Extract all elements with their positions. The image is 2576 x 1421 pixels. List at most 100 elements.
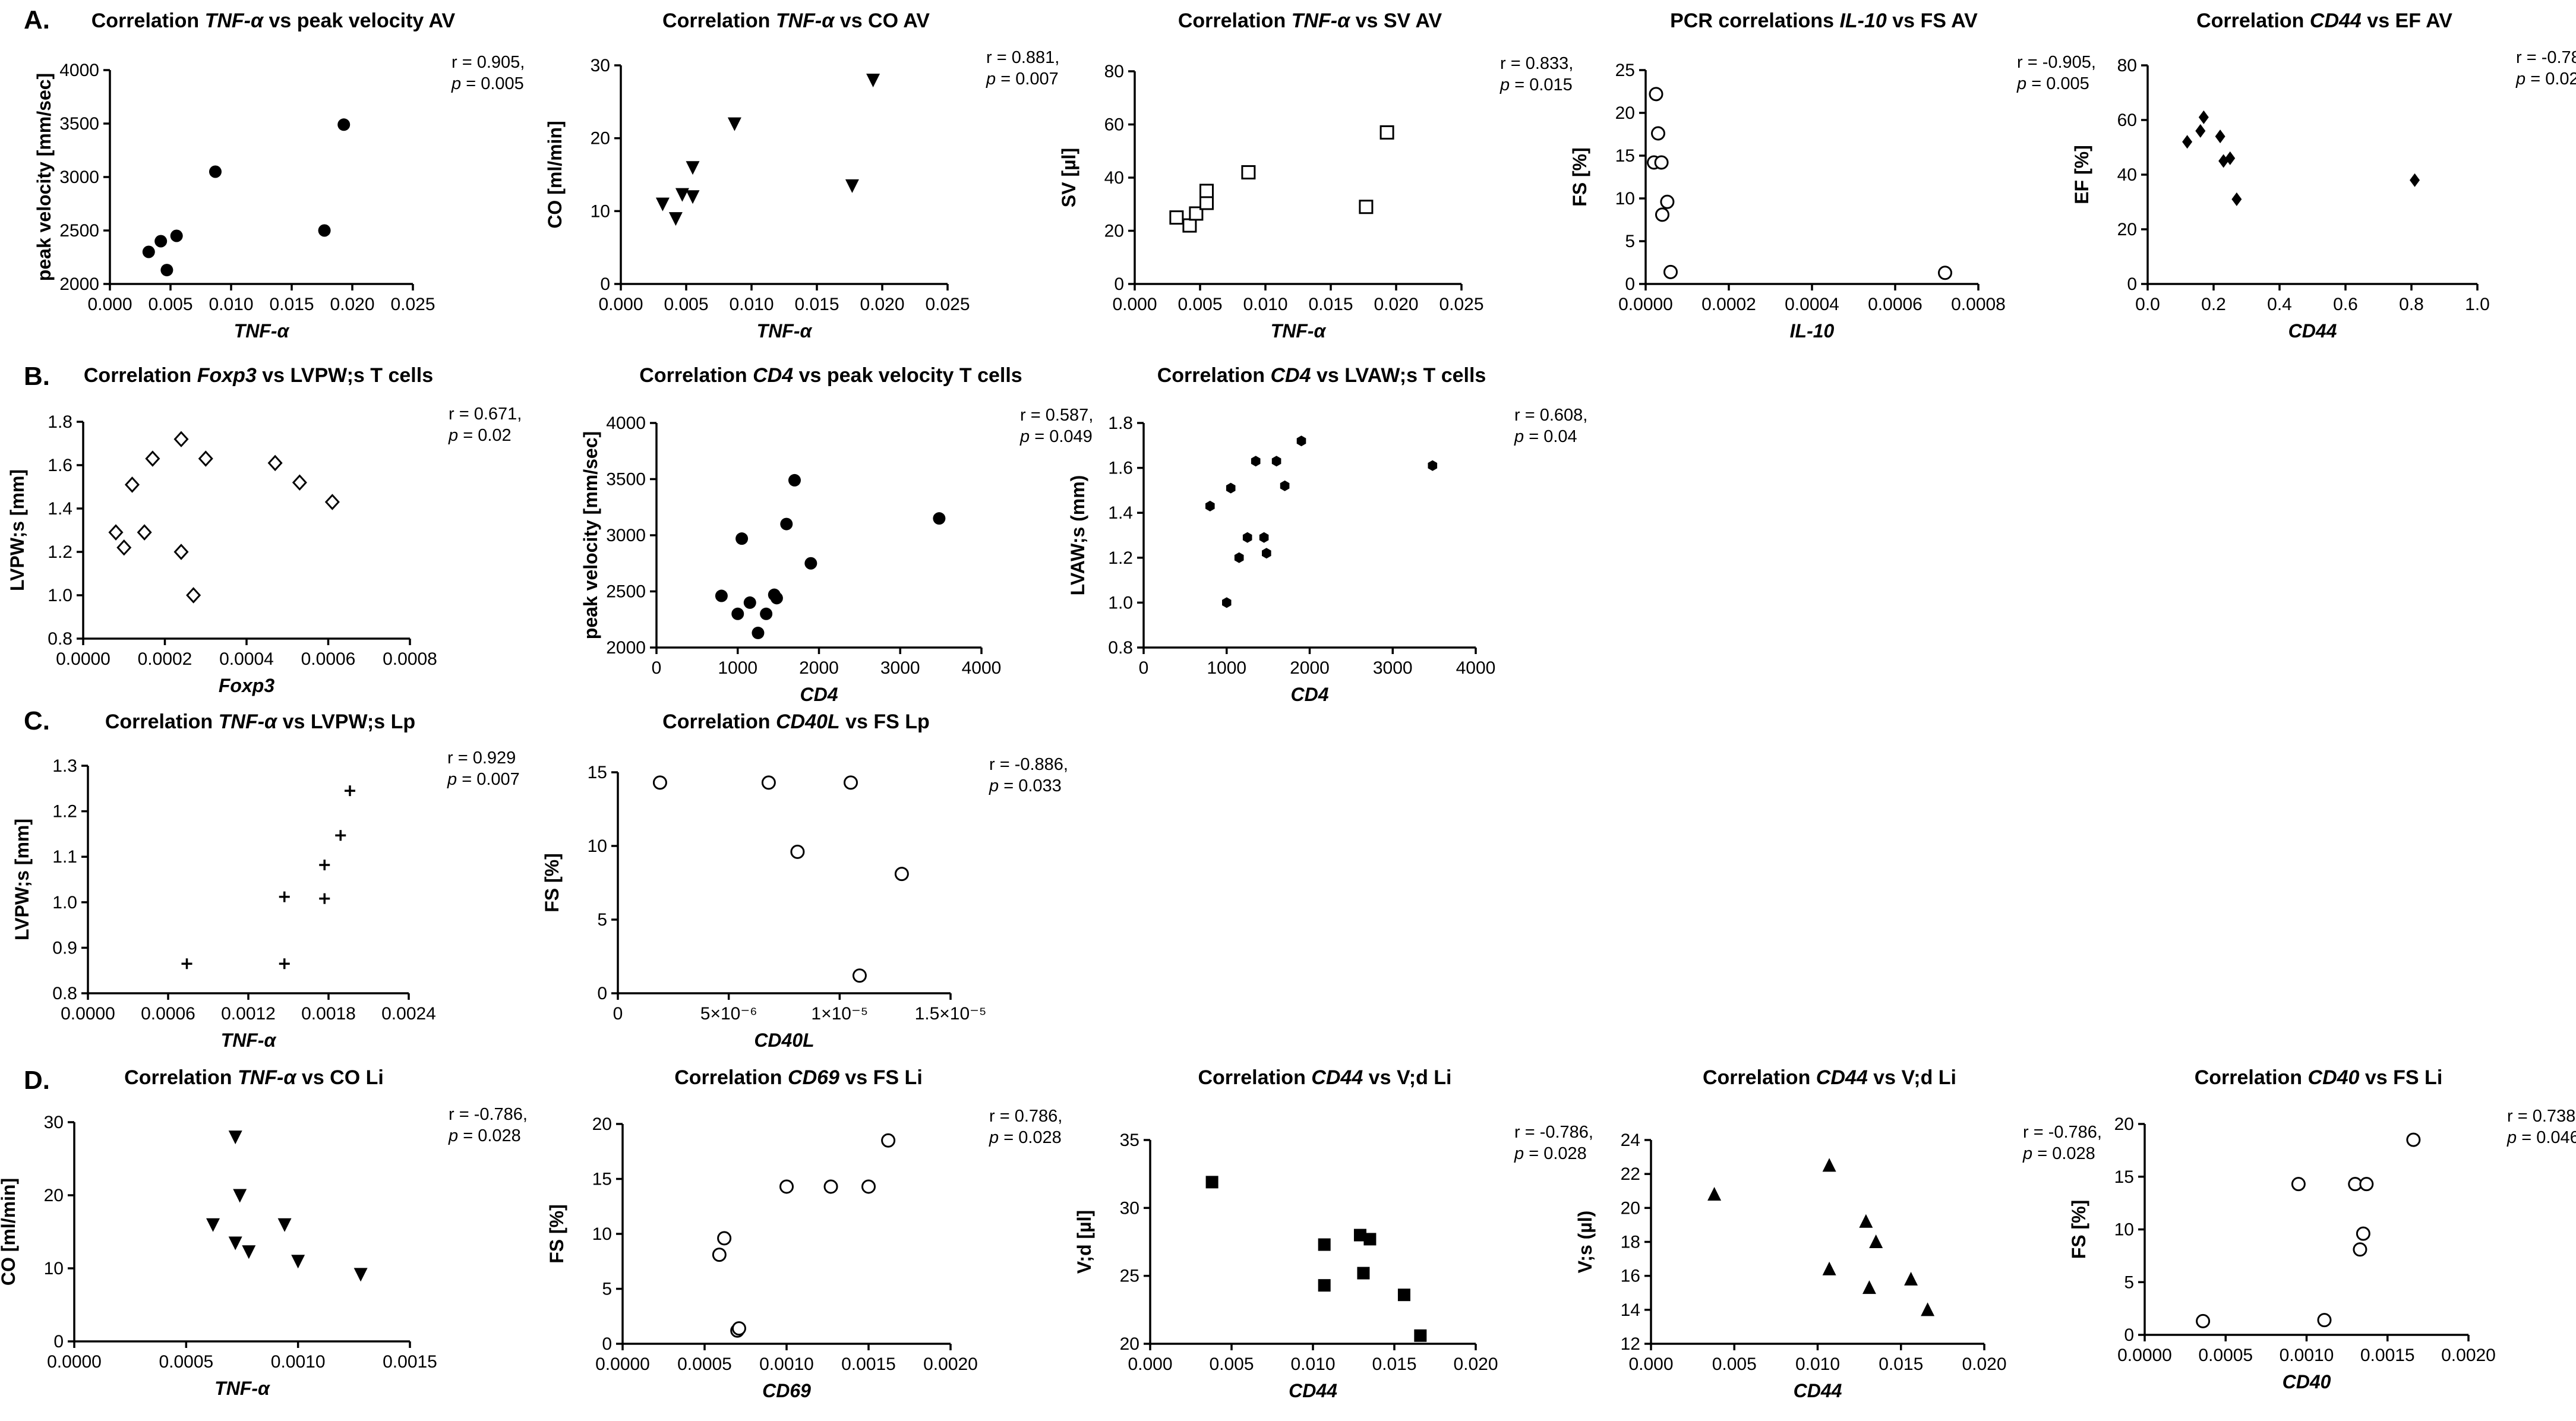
data-point: [1655, 207, 1669, 222]
y-tick-label: 40: [2117, 165, 2137, 185]
data-point: [170, 229, 183, 242]
chart-title-suffix: vs V;d Li: [1868, 1066, 1956, 1089]
y-axis-label: FS [%]: [541, 853, 563, 912]
chart-title-gene: TNF-α: [205, 10, 264, 32]
data-point: [2356, 1226, 2370, 1241]
y-tick-label: 15: [2114, 1167, 2134, 1187]
data-point: [1169, 210, 1184, 225]
data-point: [1318, 1279, 1331, 1292]
chart-title-prefix: Correlation: [674, 1066, 788, 1089]
y-tick-label: 0: [2124, 1325, 2134, 1345]
chart-title-suffix: vs FS Li: [839, 1066, 923, 1089]
data-point: [137, 524, 152, 541]
y-tick-label: 1.3: [52, 756, 77, 776]
x-tick-label: 0.0012: [221, 1004, 276, 1024]
stat-r-value: r = 0.671,: [449, 405, 522, 424]
chart-title-suffix: vs CO AV: [834, 10, 930, 32]
y-tick-label: 20: [2114, 1114, 2134, 1134]
y-tick-label: 10: [591, 201, 610, 221]
stat-p-symbol: p: [451, 74, 461, 93]
data-point: [1862, 1280, 1876, 1294]
chart-title-suffix: vs V;d Li: [1363, 1066, 1451, 1089]
data-point: [337, 118, 351, 131]
x-tick-label: 0.0004: [219, 649, 274, 669]
data-point: [1234, 552, 1244, 563]
data-point: [2215, 130, 2225, 144]
chart-d1: Correlation TNF-α vs CO Li 0 10 20 30 0.0000 0…: [0, 1066, 528, 1399]
chart-title-gene: CD44: [2310, 10, 2362, 32]
stat-p-number: = 0.005: [2026, 74, 2089, 93]
y-tick-label: 5: [1625, 232, 1635, 251]
x-tick-label: 0.005: [148, 295, 192, 314]
data-point: [319, 859, 330, 870]
stat-p-number: = 0.049: [1030, 427, 1093, 446]
stat-p-number: = 0.007: [457, 770, 520, 789]
x-tick-label: 5×10⁻⁶: [700, 1004, 757, 1024]
stat-p-value: p = 0.028: [1514, 1144, 1587, 1163]
data-point: [823, 1179, 838, 1194]
x-tick-label: 0.0005: [2198, 1346, 2253, 1365]
data-point: [1822, 1261, 1836, 1275]
x-tick-label: 0.015: [794, 295, 839, 314]
panel-label-b: B.: [24, 362, 50, 391]
data-point: [1921, 1302, 1935, 1316]
y-axis-label: peak velocity [mm/sec]: [33, 73, 55, 281]
x-tick-label: 0.005: [1209, 1354, 1254, 1374]
chart-c2: Correlation CD40L vs FS Lp 0 5 10 15 0 5×10⁻⁶ 1…: [541, 710, 1068, 1051]
x-tick-label: 0.0000: [56, 649, 111, 669]
stat-p-symbol: p: [448, 1126, 458, 1145]
data-point: [291, 1255, 305, 1269]
x-tick-label: 0.0008: [383, 649, 437, 669]
x-tick-label: 0.005: [1177, 295, 1222, 314]
data-point: [1205, 500, 1215, 511]
data-point: [779, 1179, 794, 1194]
stat-p-number: = 0.02: [458, 426, 512, 445]
data-point: [2196, 1313, 2211, 1328]
x-axis-label: CD40: [2283, 1371, 2331, 1392]
y-tick-label: 25: [1120, 1267, 1139, 1286]
stat-p-number: = 0.028: [999, 1128, 1062, 1147]
x-axis-label: Foxp3: [219, 675, 274, 696]
data-point: [1869, 1234, 1883, 1248]
y-tick-label: 24: [1621, 1131, 1640, 1150]
chart-title-suffix: vs FS AV: [1887, 10, 1978, 32]
data-point: [233, 1189, 247, 1203]
x-tick-label: 0.6: [2333, 295, 2358, 314]
data-point: [1241, 165, 1256, 180]
chart-title-gene: IL-10: [1839, 10, 1886, 32]
data-point: [1660, 194, 1675, 209]
chart-title-gene: CD4: [753, 364, 793, 387]
x-tick-label: 0.0000: [2117, 1346, 2172, 1365]
data-point: [1707, 1186, 1722, 1201]
chart-title-suffix: vs FS Lp: [840, 710, 930, 733]
data-point: [267, 454, 283, 472]
chart-title-suffix: vs FS Li: [2359, 1066, 2442, 1089]
x-tick-label: 0.0010: [759, 1354, 814, 1374]
y-tick-label: 18: [1621, 1233, 1640, 1252]
y-axis-label: CO [ml/min]: [0, 1178, 19, 1286]
y-tick-label: 1.4: [48, 499, 72, 519]
data-point: [1242, 532, 1252, 543]
x-tick-label: 0.4: [2267, 295, 2292, 314]
y-tick-label: 1.0: [52, 893, 77, 912]
data-point: [173, 544, 189, 560]
x-axis-label: CD40L: [754, 1030, 814, 1051]
chart-title-prefix: Correlation: [1157, 364, 1271, 387]
data-point: [743, 596, 756, 609]
y-tick-label: 1.2: [48, 542, 72, 562]
x-tick-label: 0.0010: [2280, 1346, 2334, 1365]
x-tick-label: 0.0: [2135, 295, 2160, 314]
y-tick-label: 60: [2117, 110, 2137, 130]
y-tick-label: 12: [1621, 1334, 1640, 1354]
data-point: [1822, 1158, 1836, 1172]
data-point: [866, 74, 880, 88]
y-tick-label: 20: [592, 1114, 612, 1134]
chart-title: Correlation TNF-α vs LVPW;s Lp: [105, 710, 415, 733]
x-tick-label: 0.005: [1712, 1354, 1757, 1374]
x-tick-label: 1×10⁻⁵: [811, 1004, 868, 1024]
x-axis-label: TNF-α: [757, 320, 813, 342]
stat-p-symbol: p: [989, 776, 999, 795]
y-tick-label: 0: [597, 984, 607, 1003]
x-tick-label: 0.020: [860, 295, 904, 314]
x-axis-label: TNF-α: [1271, 320, 1327, 342]
